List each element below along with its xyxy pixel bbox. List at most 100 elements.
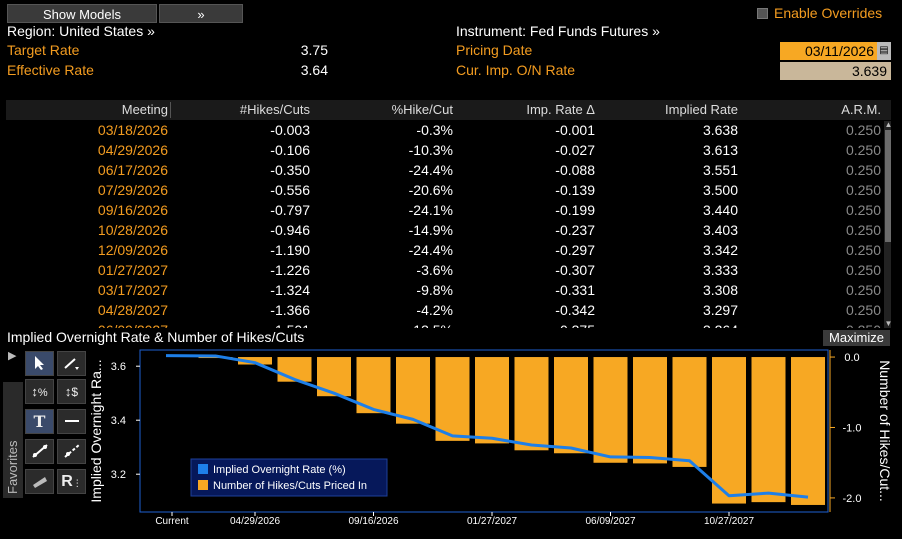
table-row[interactable]: 03/18/2026 -0.003 -0.3% -0.001 3.638 0.250 bbox=[6, 121, 883, 141]
implied-rate-cell: 3.551 bbox=[702, 162, 738, 178]
region-selector[interactable]: Region: United States » bbox=[7, 23, 155, 39]
pricing-date-input[interactable]: 03/11/2026 bbox=[780, 42, 877, 60]
table-scrollbar[interactable]: ▲ ▼ bbox=[884, 121, 891, 328]
table-row[interactable]: 04/29/2026 -0.106 -10.3% -0.027 3.613 0.250 bbox=[6, 141, 883, 161]
right-tick-label: -1.0 bbox=[843, 422, 862, 434]
implied-rate-cell: 3.297 bbox=[702, 302, 738, 318]
table-header: Meeting #Hikes/Cuts %Hike/Cut Imp. Rate … bbox=[6, 100, 891, 120]
enable-overrides-label: Enable Overrides bbox=[774, 5, 883, 21]
imp-rate-delta-cell: -0.331 bbox=[555, 282, 595, 298]
pct-hike-cut-cell: -3.6% bbox=[416, 262, 453, 278]
hikes-cuts-bar bbox=[238, 357, 272, 365]
meeting-date-cell: 04/29/2026 bbox=[97, 142, 168, 158]
x-tick-label: 01/27/2027 bbox=[467, 516, 517, 527]
col-implied-rate[interactable]: Implied Rate bbox=[665, 102, 738, 117]
table-row[interactable]: 10/28/2026 -0.946 -14.9% -0.237 3.403 0.250 bbox=[6, 221, 883, 241]
col-hikes-cuts[interactable]: #Hikes/Cuts bbox=[239, 102, 310, 117]
table-row[interactable]: 07/29/2026 -0.556 -20.6% -0.139 3.500 0.250 bbox=[6, 181, 883, 201]
col-arm[interactable]: A.R.M. bbox=[841, 102, 881, 117]
col-imp-rate-delta[interactable]: Imp. Rate Δ bbox=[526, 102, 595, 117]
meeting-date-cell: 10/28/2026 bbox=[97, 222, 168, 238]
legend-swatch-bar bbox=[198, 480, 208, 490]
implied-rate-cell: 3.500 bbox=[702, 182, 738, 198]
rectangle-tool-icon[interactable] bbox=[25, 469, 54, 494]
table-row[interactable]: 06/09/2027 -1.501 -13.5% -0.375 3.264 0.250 bbox=[6, 321, 883, 328]
chart-legend: Implied Overnight Rate (%) Number of Hike… bbox=[190, 458, 388, 497]
right-axis-label: Number of Hikes/Cut... bbox=[877, 360, 892, 502]
text-tool-icon[interactable]: T bbox=[25, 409, 54, 434]
implied-rate-cell: 3.638 bbox=[702, 122, 738, 138]
arm-cell: 0.250 bbox=[845, 182, 881, 198]
toolbar-expand-icon[interactable]: ▶ bbox=[8, 350, 17, 362]
table-row[interactable]: 06/17/2026 -0.350 -24.4% -0.088 3.551 0.250 bbox=[6, 161, 883, 181]
meetings-table: Meeting #Hikes/Cuts %Hike/Cut Imp. Rate … bbox=[6, 100, 891, 328]
imp-rate-delta-cell: -0.139 bbox=[555, 182, 595, 198]
left-tick-label: 3.6 bbox=[111, 361, 126, 373]
pct-hike-cut-cell: -13.5% bbox=[316, 322, 453, 328]
table-row[interactable]: 09/16/2026 -0.797 -24.1% -0.199 3.440 0.250 bbox=[6, 201, 883, 221]
scroll-down-icon[interactable]: ▼ bbox=[884, 319, 891, 328]
plot-area bbox=[165, 354, 825, 505]
hikes-cuts-bar bbox=[554, 357, 588, 454]
draw-line-tool-icon[interactable] bbox=[57, 351, 86, 376]
arm-cell: 0.250 bbox=[845, 262, 881, 278]
arm-cell: 0.250 bbox=[845, 202, 881, 218]
hikes-cuts-cell: -0.946 bbox=[270, 222, 310, 238]
arm-cell: 0.250 bbox=[845, 142, 881, 158]
hikes-cuts-cell: -0.350 bbox=[270, 162, 310, 178]
imp-rate-delta-cell: -0.088 bbox=[555, 162, 595, 178]
implied-rate-cell: 3.403 bbox=[702, 222, 738, 238]
show-models-button[interactable]: Show Models bbox=[7, 4, 157, 23]
table-row[interactable]: 03/17/2027 -1.324 -9.8% -0.331 3.308 0.250 bbox=[6, 281, 883, 301]
pct-hike-cut-cell: -24.4% bbox=[408, 162, 453, 178]
pointer-tool-icon[interactable] bbox=[25, 351, 54, 376]
pct-hike-cut-cell: -4.2% bbox=[416, 302, 453, 318]
horizontal-line-tool-icon[interactable] bbox=[57, 409, 86, 434]
hikes-cuts-cell: -1.190 bbox=[270, 242, 310, 258]
legend-box bbox=[190, 458, 388, 497]
pricing-date-label: Pricing Date bbox=[456, 42, 533, 58]
pct-hike-cut-cell: -14.9% bbox=[408, 222, 453, 238]
hikes-cuts-cell: -0.003 bbox=[270, 122, 310, 138]
hikes-cuts-bar bbox=[475, 357, 509, 444]
table-row[interactable]: 04/28/2027 -1.366 -4.2% -0.342 3.297 0.250 bbox=[6, 301, 883, 321]
x-tick-label: 09/16/2026 bbox=[348, 516, 398, 527]
imp-rate-delta-cell: -0.001 bbox=[555, 122, 595, 138]
target-rate-label: Target Rate bbox=[7, 42, 80, 58]
meeting-date-cell: 12/09/2026 bbox=[97, 242, 168, 258]
percent-scale-tool-icon[interactable]: ↕% bbox=[25, 379, 54, 404]
implied-rate-cell: 3.342 bbox=[702, 242, 738, 258]
hikes-cuts-bar bbox=[633, 357, 667, 464]
maximize-button[interactable]: Maximize bbox=[823, 330, 890, 346]
pct-hike-cut-cell: -24.4% bbox=[408, 242, 453, 258]
ray-tool-icon[interactable] bbox=[57, 439, 86, 464]
enable-overrides-toggle[interactable]: Enable Overrides bbox=[757, 5, 882, 21]
col-meeting[interactable]: Meeting bbox=[121, 102, 168, 117]
hikes-cuts-cell: -0.556 bbox=[270, 182, 310, 198]
x-tick-label: 10/27/2027 bbox=[704, 516, 754, 527]
r-tool-icon[interactable]: R⋮ bbox=[57, 469, 86, 494]
meeting-date-cell: 07/29/2026 bbox=[97, 182, 168, 198]
hikes-cuts-cell: -0.797 bbox=[270, 202, 310, 218]
imp-rate-delta-cell: -0.027 bbox=[555, 142, 595, 158]
dollar-scale-tool-icon[interactable]: ↕$ bbox=[57, 379, 86, 404]
pct-hike-cut-cell: -9.8% bbox=[416, 282, 453, 298]
table-row[interactable]: 01/27/2027 -1.226 -3.6% -0.307 3.333 0.250 bbox=[6, 261, 883, 281]
implied-rate-cell: 3.264 bbox=[601, 322, 738, 328]
expand-button[interactable]: » bbox=[159, 4, 243, 23]
calendar-icon[interactable]: ▤ bbox=[877, 42, 891, 60]
trend-line-tool-icon[interactable] bbox=[25, 439, 54, 464]
hikes-cuts-cell: -1.366 bbox=[270, 302, 310, 318]
scroll-up-icon[interactable]: ▲ bbox=[884, 120, 891, 129]
legend-swatch-line bbox=[198, 464, 208, 474]
col-pct-hike-cut[interactable]: %Hike/Cut bbox=[391, 102, 453, 117]
table-row[interactable]: 12/09/2026 -1.190 -24.4% -0.297 3.342 0.250 bbox=[6, 241, 883, 261]
imp-rate-delta-cell: -0.297 bbox=[555, 242, 595, 258]
hikes-cuts-cell: -1.226 bbox=[270, 262, 310, 278]
scroll-thumb[interactable] bbox=[885, 130, 891, 242]
arm-cell: 0.250 bbox=[845, 242, 881, 258]
favorites-tab[interactable]: Favorites bbox=[3, 382, 23, 498]
pct-hike-cut-cell: -10.3% bbox=[408, 142, 453, 158]
instrument-selector[interactable]: Instrument: Fed Funds Futures » bbox=[456, 23, 660, 39]
overrides-checkbox[interactable] bbox=[757, 7, 768, 19]
